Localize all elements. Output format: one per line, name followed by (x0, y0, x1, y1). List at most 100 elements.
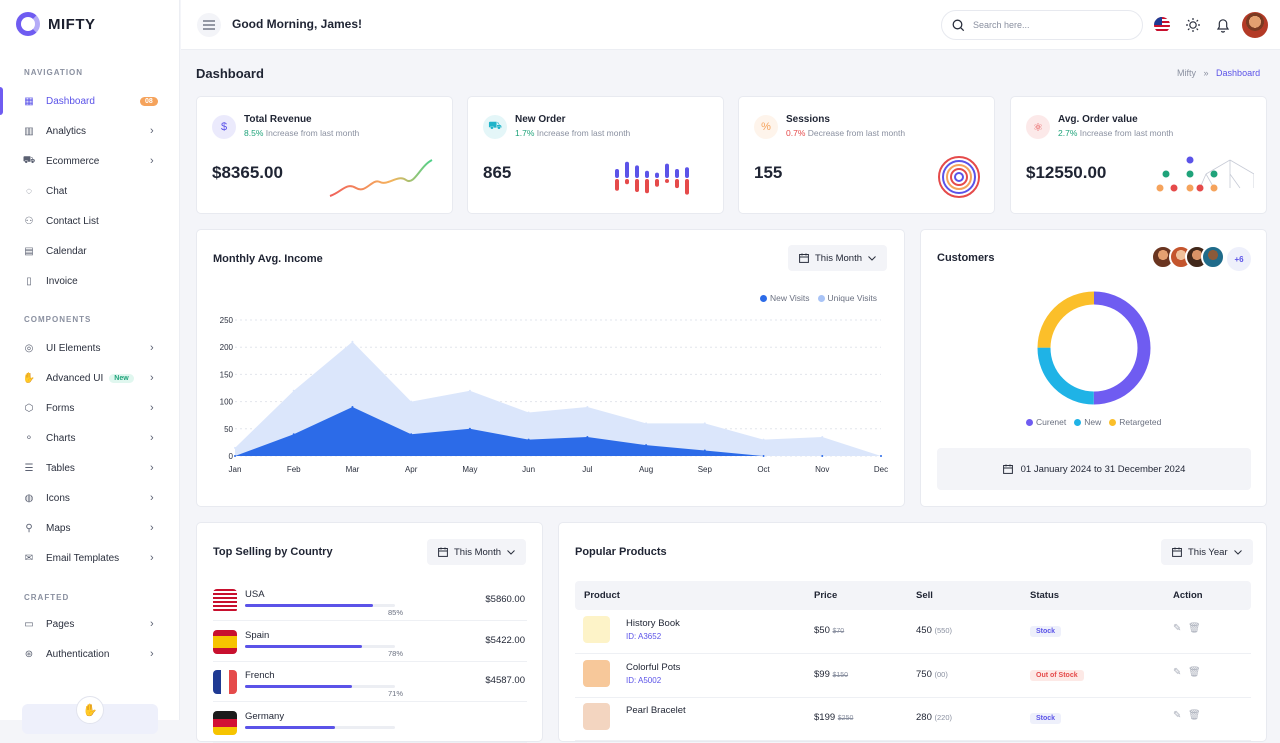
date-range-picker[interactable]: 01 January 2024 to 31 December 2024 (937, 448, 1251, 490)
sidebar-item-contact-list[interactable]: ⚇ Contact List (0, 207, 180, 235)
chevron-right-icon: › (150, 125, 154, 137)
product-sell-cell: 280 (220) (916, 712, 952, 723)
sidebar-item-ui-elements[interactable]: ◎ UI Elements › (0, 334, 180, 362)
product-sell: 280 (916, 712, 932, 723)
menu-toggle-button[interactable] (197, 13, 221, 37)
sidebar-item-email-templates[interactable]: ✉ Email Templates › (0, 544, 180, 572)
country-progress-fill (245, 725, 335, 729)
sparkline-bar (635, 179, 639, 192)
y-tick-label: 150 (220, 370, 234, 379)
product-sell-total: (220) (934, 713, 953, 722)
theme-toggle-button[interactable] (1183, 15, 1203, 35)
edit-icon[interactable]: ✎ (1173, 666, 1182, 678)
usa-flag-icon (213, 589, 237, 613)
x-tick-label: Jul (582, 465, 592, 474)
legend-label: Curenet (1036, 417, 1067, 427)
column-header: Price (814, 590, 838, 601)
tree-node (1170, 184, 1178, 192)
x-tick-label: Nov (815, 465, 829, 474)
notifications-button[interactable] (1213, 15, 1233, 35)
breadcrumb-home[interactable]: Mifty (1177, 68, 1196, 78)
y-tick-label: 250 (220, 316, 234, 325)
search-input[interactable]: Search here... (973, 20, 1030, 30)
product-name: Colorful Pots (626, 661, 681, 673)
product-id[interactable]: ID: A5002 (626, 675, 662, 685)
sidebar-item-label: Calendar (46, 245, 87, 257)
x-tick-label: Jun (522, 465, 535, 474)
tree-node (1210, 184, 1218, 192)
calendar-icon (438, 547, 448, 557)
stat-title: Total Revenue (244, 114, 312, 125)
icons-icon: ◍ (24, 492, 34, 504)
x-tick-label: Feb (287, 465, 301, 474)
income-filter-dropdown[interactable]: This Month (788, 245, 887, 271)
country-row: Germany (213, 703, 527, 743)
sidebar-item-chat[interactable]: ◌ Chat (0, 177, 180, 205)
stat-subtitle: 2.7% Increase from last month (1058, 128, 1173, 138)
sidebar-item-tables[interactable]: ☰ Tables › (0, 454, 180, 482)
sidebar-item-invoice[interactable]: ▯ Invoice (0, 267, 180, 295)
column-header: Status (1030, 590, 1060, 601)
sparkline-bar (625, 179, 629, 185)
sidebar-item-calendar[interactable]: ▤ Calendar (0, 237, 180, 265)
sidebar-item-maps[interactable]: ⚲ Maps › (0, 514, 180, 542)
products-filter-dropdown[interactable]: This Year (1161, 539, 1253, 565)
tree-link (1199, 159, 1254, 189)
trash-icon[interactable]: 🗑 (1188, 623, 1201, 634)
country-progress-bar (245, 644, 395, 648)
data-point (821, 455, 824, 457)
sidebar-item-pages[interactable]: ▭ Pages › (0, 610, 180, 638)
product-price: $199 (814, 712, 836, 723)
y-tick-label: 100 (220, 398, 234, 407)
user-avatar[interactable] (1242, 12, 1268, 38)
product-name: History Book (626, 618, 680, 629)
invoice-icon: ▯ (26, 275, 32, 287)
sidebar-item-ecommerce[interactable]: ⛟ Ecommerce › (0, 147, 180, 175)
language-button[interactable] (1152, 15, 1172, 35)
sparkline-bar (645, 179, 649, 194)
country-amount: $5860.00 (485, 594, 525, 605)
sidebar-item-advanced-ui[interactable]: ✋ Advanced UI New › (0, 364, 180, 392)
sidebar-item-analytics[interactable]: ▥ Analytics › (0, 117, 180, 145)
sidebar-item-authentication[interactable]: ⊛ Authentication › (0, 640, 180, 668)
product-id[interactable]: ID: A3652 (626, 632, 662, 641)
stat-sparkline (329, 159, 433, 197)
country-filter-dropdown[interactable]: This Month (427, 539, 526, 565)
calendar-icon (1172, 547, 1182, 557)
sidebar-item-dashboard[interactable]: ▦ Dashboard 08 (0, 87, 180, 115)
tree-node (1156, 184, 1164, 192)
sidebar-item-label: Dashboard (46, 95, 95, 107)
customer-avatar[interactable] (1201, 245, 1225, 269)
trash-icon[interactable]: 🗑 (1188, 666, 1201, 678)
brand-name: MIFTY (48, 15, 96, 33)
x-tick-label: Oct (757, 465, 770, 474)
edit-icon[interactable]: ✎ (1173, 623, 1182, 634)
popular-products-card: Popular Products This Year Product Price… (558, 522, 1267, 742)
legend-label: Retargeted (1119, 417, 1162, 427)
country-percent: 71% (388, 689, 404, 698)
search-box[interactable]: Search here... (941, 10, 1143, 40)
sidebar-item-icons[interactable]: ◍ Icons › (0, 484, 180, 512)
trash-icon[interactable]: 🗑 (1188, 710, 1201, 721)
sidebar-item-label: Icons (46, 492, 70, 504)
legend-item: New Visits (760, 293, 810, 303)
legend-label: Unique Visits (827, 293, 877, 303)
breadcrumb-separator-icon: » (1203, 68, 1209, 78)
session-ring (950, 168, 968, 186)
stat-change-text: Increase from last month (1079, 128, 1174, 138)
data-point (645, 422, 648, 425)
chevron-down-icon (507, 549, 515, 555)
stat-subtitle: 8.5% Increase from last month (244, 128, 359, 138)
more-customers-badge[interactable]: +6 (1227, 247, 1251, 271)
country-progress-fill (245, 685, 352, 688)
chevron-right-icon: › (150, 492, 154, 504)
sidebar-promo: ✋ (22, 696, 158, 734)
sidebar-item-charts[interactable]: ⚬ Charts › (0, 424, 180, 452)
stat-change-percent: 0.7% (786, 128, 806, 138)
logo[interactable]: MIFTY (16, 12, 96, 36)
section-navigation: NAVIGATION (24, 68, 84, 77)
sidebar-item-forms[interactable]: ⬡ Forms › (0, 394, 180, 422)
x-tick-label: Mar (346, 465, 360, 474)
sidebar-badge: New (109, 373, 134, 383)
edit-icon[interactable]: ✎ (1173, 710, 1182, 721)
